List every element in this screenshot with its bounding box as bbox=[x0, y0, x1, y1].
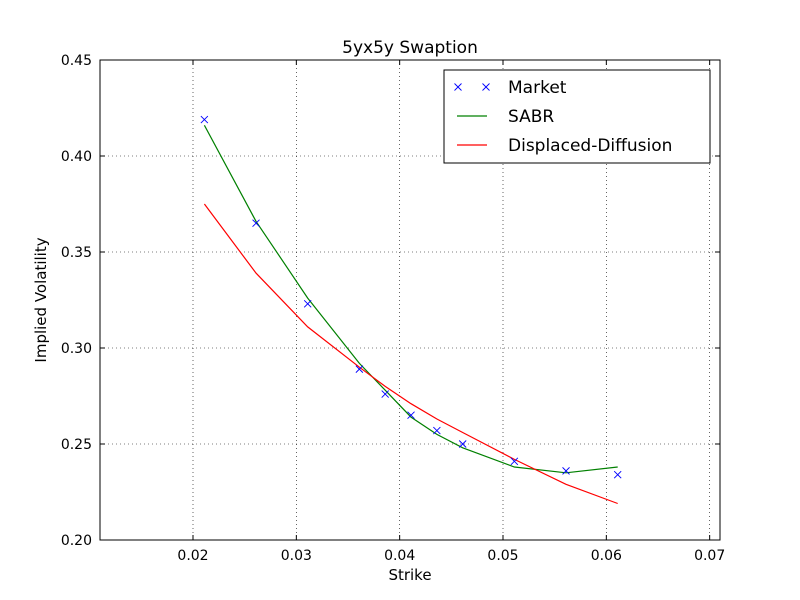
market-point bbox=[381, 390, 390, 398]
legend-box bbox=[443, 69, 711, 164]
y-tick-label: 0.45 bbox=[61, 53, 92, 69]
plot-frame bbox=[99, 59, 721, 541]
market-point bbox=[458, 440, 467, 448]
legend-swatch-market bbox=[482, 83, 490, 91]
market-point bbox=[355, 365, 364, 373]
sabr-line bbox=[203, 125, 618, 474]
market-point bbox=[252, 219, 260, 228]
legend: Market SABR Displaced-Diffusion bbox=[443, 69, 711, 164]
x-tick-label: 0.07 bbox=[694, 548, 725, 564]
market-point bbox=[433, 426, 441, 435]
displaced-diffusion-line bbox=[203, 203, 618, 505]
y-tick-label: 0.30 bbox=[61, 341, 92, 357]
y-tick-label: 0.25 bbox=[61, 437, 92, 453]
legend-label-market: Market bbox=[508, 78, 567, 98]
axis-ticks: 0.02 0.03 0.04 0.05 0.06 0.07 0.20 0.25 0.30 0.35… bbox=[61, 53, 725, 564]
legend-entry-market: Market bbox=[454, 78, 567, 98]
x-tick-label: 0.06 bbox=[591, 548, 622, 564]
market-point bbox=[200, 115, 209, 124]
market-point bbox=[303, 300, 312, 308]
y-axis-label: Implied Volatility bbox=[32, 237, 50, 362]
legend-entry-displaced-diffusion: Displaced-Diffusion bbox=[457, 136, 672, 156]
x-tick-label: 0.03 bbox=[281, 548, 312, 564]
legend-label-displaced-diffusion: Displaced-Diffusion bbox=[508, 136, 672, 156]
y-tick-label: 0.40 bbox=[61, 149, 92, 165]
x-tick-label: 0.05 bbox=[487, 548, 518, 564]
y-tick-label: 0.20 bbox=[61, 533, 92, 549]
chart-title: 5yx5y Swaption bbox=[342, 38, 478, 58]
x-tick-label: 0.04 bbox=[384, 548, 415, 564]
legend-swatch-market bbox=[454, 83, 462, 91]
market-point bbox=[510, 457, 519, 466]
x-tick-label: 0.02 bbox=[177, 548, 208, 564]
market-point bbox=[407, 411, 415, 420]
x-axis-label: Strike bbox=[388, 566, 431, 584]
market-point bbox=[613, 470, 622, 479]
market-point bbox=[562, 467, 570, 475]
series-layer bbox=[200, 115, 622, 505]
y-tick-label: 0.35 bbox=[61, 245, 92, 261]
legend-entry-sabr: SABR bbox=[457, 107, 554, 127]
legend-label-sabr: SABR bbox=[508, 107, 554, 127]
